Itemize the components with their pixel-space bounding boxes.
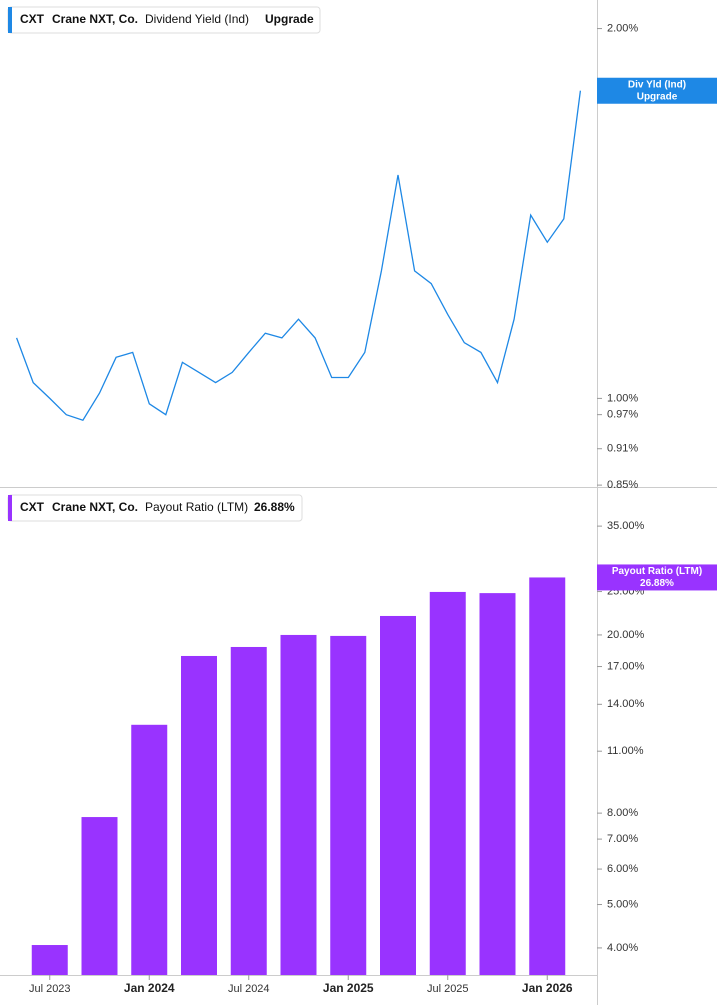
y-tick-label: 5.00%: [607, 898, 638, 910]
bar: [429, 591, 466, 975]
x-tick-label: Jan 2024: [124, 981, 175, 995]
value-tag: [597, 77, 717, 104]
bar: [479, 593, 516, 975]
company: Crane NXT, Co.: [52, 500, 138, 514]
y-tick-label: 17.00%: [607, 660, 645, 672]
x-tick-label: Jan 2026: [522, 981, 573, 995]
y-tick-label: 11.00%: [607, 745, 644, 757]
x-tick-label: Jan 2025: [323, 981, 374, 995]
last-value: 26.88%: [254, 500, 295, 514]
bar: [280, 634, 317, 975]
y-tick-label: 0.85%: [607, 479, 638, 491]
line: [15, 90, 582, 421]
y-tick-label: 2.00%: [607, 22, 638, 34]
bar: [81, 817, 118, 975]
y-tick-label: 14.00%: [607, 698, 645, 710]
value-tag-name: Div Yld (Ind): [628, 79, 686, 90]
x-tick-label: Jul 2025: [427, 983, 469, 995]
bar: [131, 724, 168, 975]
metric: Dividend Yield (Ind): [145, 12, 249, 26]
y-tick-label: 0.97%: [607, 409, 638, 421]
y-tick-label: 35.00%: [607, 520, 645, 532]
ticker: CXT: [20, 12, 45, 26]
value-tag: [597, 564, 717, 591]
metric: Payout Ratio (LTM): [145, 500, 248, 514]
value-tag-value: 26.88%: [640, 578, 674, 589]
company: Crane NXT, Co.: [52, 12, 138, 26]
x-tick-label: Jul 2024: [228, 983, 270, 995]
y-tick-label: 8.00%: [607, 807, 638, 819]
bar: [330, 635, 367, 975]
bar: [529, 577, 566, 975]
y-tick-label: 0.91%: [607, 443, 638, 455]
y-tick-label: 1.00%: [607, 392, 638, 404]
upgrade[interactable]: Upgrade: [265, 12, 314, 26]
y-tick-label: 4.00%: [607, 942, 638, 954]
header-marker: [8, 495, 12, 521]
y-tick-label: 20.00%: [607, 629, 645, 641]
value-tag-name: Payout Ratio (LTM): [612, 566, 702, 577]
plot: 2.00%1.00%0.97%0.91%0.85%35.00%25.00%20.…: [15, 22, 645, 995]
ticker: CXT: [20, 500, 45, 514]
value-tag-value: Upgrade: [637, 91, 678, 102]
header-marker: [8, 7, 12, 33]
bar: [31, 945, 68, 975]
x-tick-label: Jul 2023: [29, 983, 71, 995]
bar: [230, 646, 267, 975]
y-tick-label: 6.00%: [607, 863, 638, 875]
bar: [380, 615, 416, 975]
bar: [181, 655, 217, 975]
y-tick-label: 7.00%: [607, 833, 638, 845]
